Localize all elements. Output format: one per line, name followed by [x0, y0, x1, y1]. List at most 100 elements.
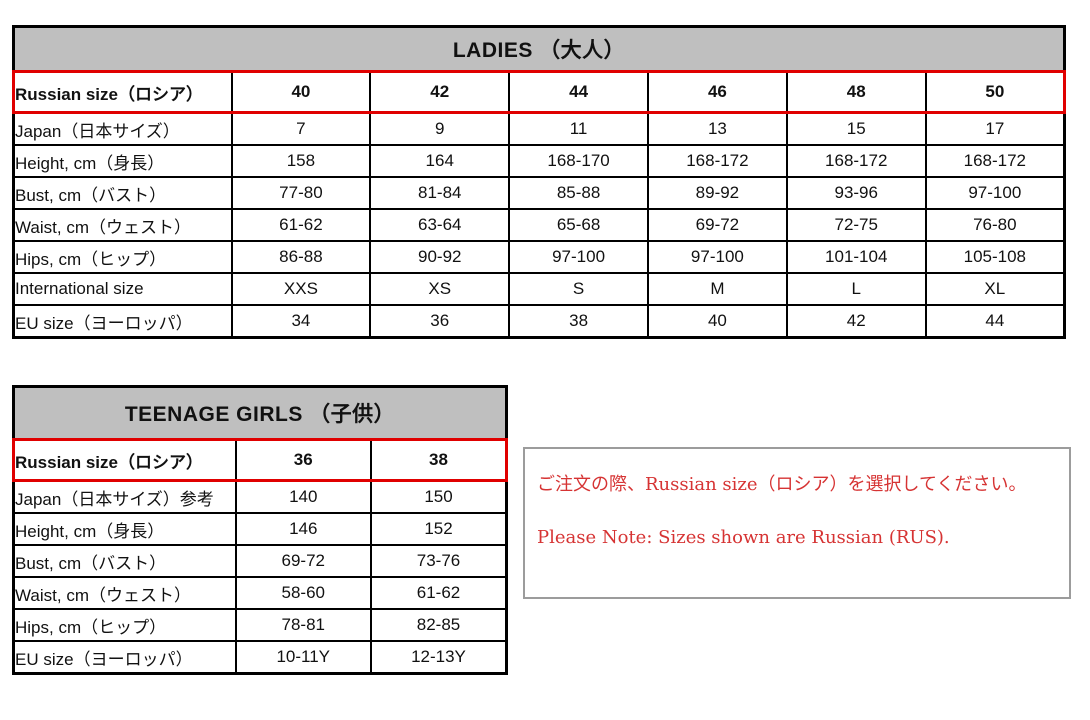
- size-cell: 76-80: [924, 208, 1066, 242]
- size-cell: 158: [230, 144, 372, 178]
- size-cell: 61-62: [230, 208, 372, 242]
- size-table: TEENAGE GIRLS （子供） Russian size（ロシア） 36 38 J…: [12, 385, 508, 675]
- size-cell: 36: [234, 438, 372, 482]
- row-label: EU size（ヨーロッパ）: [12, 304, 233, 339]
- row-label: Japan（日本サイズ）参考: [12, 479, 237, 514]
- size-cell: 42: [369, 70, 511, 114]
- size-cell: 164: [369, 144, 511, 178]
- table-row: Hips, cm（ヒップ） 78-81 82-85: [12, 608, 508, 642]
- highlighted-size-row: Russian size（ロシア） 40 42 44 46 48 50: [12, 70, 1066, 114]
- size-cell: 12-13Y: [370, 640, 508, 675]
- size-cell: 93-96: [785, 176, 927, 210]
- size-cell: 140: [234, 479, 372, 514]
- size-cell: 10-11Y: [234, 640, 372, 675]
- size-cell: 63-64: [369, 208, 511, 242]
- size-cell: M: [646, 272, 788, 306]
- size-cell: 17: [924, 111, 1066, 146]
- row-label: Height, cm（身長）: [12, 512, 237, 546]
- size-cell: 58-60: [234, 576, 372, 610]
- size-cell: 13: [646, 111, 788, 146]
- table-row: EU size（ヨーロッパ） 10-11Y 12-13Y: [12, 640, 508, 675]
- size-cell: 61-62: [370, 576, 508, 610]
- size-cell: 152: [370, 512, 508, 546]
- table-row: Waist, cm（ウェスト） 61-62 63-64 65-68 69-72 72-75…: [12, 208, 1066, 242]
- table-row: International size XXS XS S M L XL: [12, 272, 1066, 306]
- size-cell: 82-85: [370, 608, 508, 642]
- size-cell: 48: [785, 70, 927, 114]
- size-cell: 15: [785, 111, 927, 146]
- table-row: Japan（日本サイズ）参考 140 150: [12, 479, 508, 514]
- ladies-size-table: LADIES （大人） Russian size（ロシア） 40 42 44 46 48 50…: [12, 25, 1066, 339]
- girls-size-table: TEENAGE GIRLS （子供） Russian size（ロシア） 36 38 J…: [12, 385, 508, 675]
- size-cell: 11: [508, 111, 649, 146]
- row-label: Bust, cm（バスト）: [12, 176, 233, 210]
- table-row: Height, cm（身長） 158 164 168-170 168-172 168-17…: [12, 144, 1066, 178]
- note-japanese-line: ご注文の際、Russian size（ロシア）を選択してください。: [537, 474, 1027, 495]
- size-cell: 97-100: [646, 240, 788, 274]
- size-cell: 77-80: [230, 176, 372, 210]
- order-note-box: ご注文の際、Russian size（ロシア）を選択してください。 Please…: [523, 447, 1071, 599]
- row-label: Waist, cm（ウェスト）: [12, 576, 237, 610]
- size-cell: 40: [646, 304, 788, 339]
- highlighted-size-row: Russian size（ロシア） 36 38: [12, 438, 508, 482]
- size-cell: S: [508, 272, 649, 306]
- row-label: International size: [12, 272, 233, 306]
- row-label: Hips, cm（ヒップ）: [12, 608, 237, 642]
- size-cell: 44: [508, 70, 649, 114]
- table-row: Waist, cm（ウェスト） 58-60 61-62: [12, 576, 508, 610]
- size-cell: 97-100: [508, 240, 649, 274]
- size-cell: 150: [370, 479, 508, 514]
- size-cell: 85-88: [508, 176, 649, 210]
- size-cell: 81-84: [369, 176, 511, 210]
- size-cell: 168-172: [646, 144, 788, 178]
- size-cell: 168-172: [924, 144, 1066, 178]
- size-cell: 38: [508, 304, 649, 339]
- table-row: Hips, cm（ヒップ） 86-88 90-92 97-100 97-100 101-1…: [12, 240, 1066, 274]
- size-cell: 38: [370, 438, 508, 482]
- table-row: EU size（ヨーロッパ） 34 36 38 40 42 44: [12, 304, 1066, 339]
- size-cell: 73-76: [370, 544, 508, 578]
- size-cell: 146: [234, 512, 372, 546]
- size-cell: 168-172: [785, 144, 927, 178]
- table-row: Bust, cm（バスト） 69-72 73-76: [12, 544, 508, 578]
- size-cell: 40: [230, 70, 372, 114]
- size-cell: 50: [924, 70, 1066, 114]
- table-title: LADIES （大人）: [12, 25, 1066, 73]
- size-cell: L: [785, 272, 927, 306]
- row-label: Russian size（ロシア）: [12, 70, 233, 114]
- size-cell: 78-81: [234, 608, 372, 642]
- size-cell: 9: [369, 111, 511, 146]
- table-row: Height, cm（身長） 146 152: [12, 512, 508, 546]
- size-cell: XXS: [230, 272, 372, 306]
- size-cell: 86-88: [230, 240, 372, 274]
- size-cell: 168-170: [508, 144, 649, 178]
- size-table: LADIES （大人） Russian size（ロシア） 40 42 44 46 48 50…: [12, 25, 1066, 339]
- row-label: EU size（ヨーロッパ）: [12, 640, 237, 675]
- row-label: Height, cm（身長）: [12, 144, 233, 178]
- size-cell: 65-68: [508, 208, 649, 242]
- note-english-line: Please Note: Sizes shown are Russian (RU…: [537, 527, 950, 548]
- size-cell: XS: [369, 272, 511, 306]
- table-title-row: LADIES （大人）: [12, 25, 1066, 73]
- table-row: Bust, cm（バスト） 77-80 81-84 85-88 89-92 93-96 97…: [12, 176, 1066, 210]
- table-title-row: TEENAGE GIRLS （子供）: [12, 385, 508, 441]
- size-cell: 89-92: [646, 176, 788, 210]
- size-cell: XL: [924, 272, 1066, 306]
- size-cell: 105-108: [924, 240, 1066, 274]
- row-label: Waist, cm（ウェスト）: [12, 208, 233, 242]
- size-cell: 44: [924, 304, 1066, 339]
- size-cell: 97-100: [924, 176, 1066, 210]
- size-cell: 7: [230, 111, 372, 146]
- size-cell: 36: [369, 304, 511, 339]
- size-cell: 69-72: [646, 208, 788, 242]
- row-label: Russian size（ロシア）: [12, 438, 237, 482]
- row-label: Japan（日本サイズ）: [12, 111, 233, 146]
- size-cell: 72-75: [785, 208, 927, 242]
- table-row: Japan（日本サイズ） 7 9 11 13 15 17: [12, 111, 1066, 146]
- row-label: Hips, cm（ヒップ）: [12, 240, 233, 274]
- size-cell: 69-72: [234, 544, 372, 578]
- size-cell: 101-104: [785, 240, 927, 274]
- size-cell: 42: [785, 304, 927, 339]
- size-cell: 46: [646, 70, 788, 114]
